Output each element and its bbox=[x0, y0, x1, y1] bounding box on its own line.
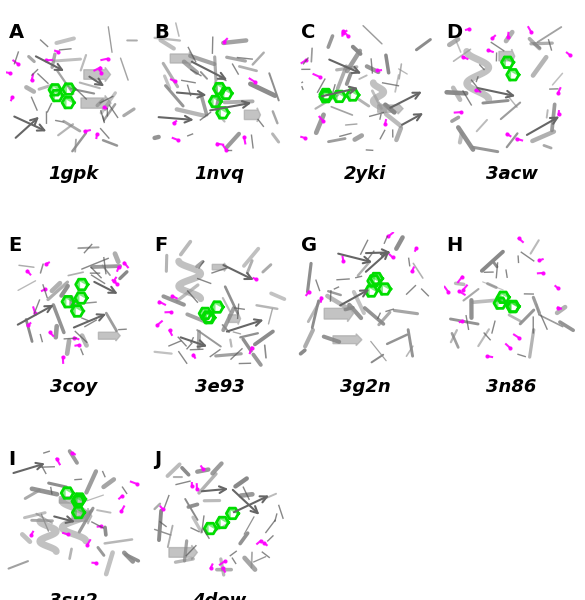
Text: 2yki: 2yki bbox=[345, 165, 387, 183]
FancyArrow shape bbox=[169, 545, 197, 560]
Text: C: C bbox=[301, 23, 315, 42]
FancyArrow shape bbox=[59, 495, 87, 505]
Text: 3su2: 3su2 bbox=[49, 592, 98, 600]
Text: 3g2n: 3g2n bbox=[340, 379, 391, 397]
FancyArrow shape bbox=[84, 67, 111, 82]
FancyArrow shape bbox=[81, 95, 111, 111]
FancyArrow shape bbox=[72, 508, 92, 524]
Text: E: E bbox=[9, 236, 22, 256]
FancyArrow shape bbox=[229, 313, 240, 325]
Text: D: D bbox=[446, 23, 463, 42]
Text: B: B bbox=[154, 23, 169, 42]
Text: H: H bbox=[446, 236, 463, 256]
Text: F: F bbox=[154, 236, 168, 256]
FancyArrow shape bbox=[245, 108, 260, 122]
FancyArrow shape bbox=[212, 263, 227, 271]
Text: 3e93: 3e93 bbox=[195, 379, 245, 397]
Text: 1gpk: 1gpk bbox=[49, 165, 99, 183]
FancyArrow shape bbox=[98, 331, 120, 341]
Text: I: I bbox=[9, 449, 16, 469]
FancyArrow shape bbox=[499, 49, 515, 63]
Text: G: G bbox=[301, 236, 316, 256]
FancyArrow shape bbox=[378, 103, 403, 114]
Text: 3n86: 3n86 bbox=[486, 379, 536, 397]
Text: J: J bbox=[154, 449, 161, 469]
Text: A: A bbox=[9, 23, 23, 42]
FancyArrow shape bbox=[333, 334, 362, 346]
Text: 4dew: 4dew bbox=[192, 592, 247, 600]
FancyArrow shape bbox=[324, 305, 353, 322]
Text: 3coy: 3coy bbox=[50, 379, 97, 397]
Text: 3acw: 3acw bbox=[486, 165, 538, 183]
Text: 1nvq: 1nvq bbox=[194, 165, 245, 183]
FancyArrow shape bbox=[170, 52, 194, 65]
